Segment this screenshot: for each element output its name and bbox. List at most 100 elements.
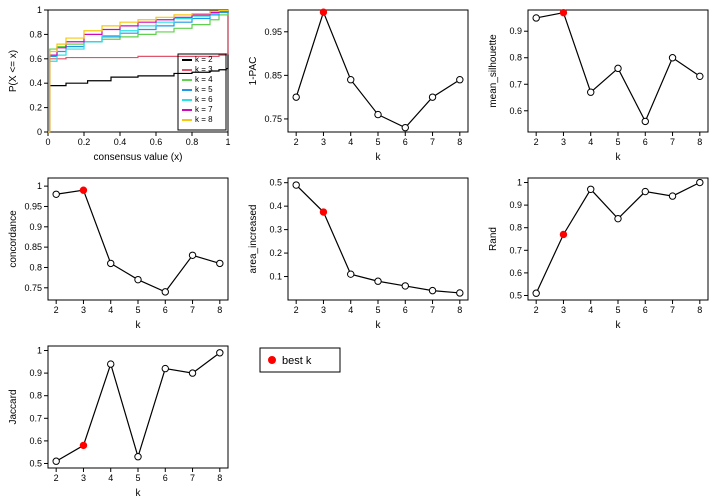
svg-text:consensus value (x): consensus value (x)	[94, 152, 183, 163]
svg-text:1: 1	[37, 181, 42, 191]
svg-text:2: 2	[534, 137, 539, 147]
svg-text:1-PAC: 1-PAC	[248, 57, 259, 86]
jaccard-panel: 23456780.50.60.70.80.91kJaccard	[0, 336, 240, 504]
silhouette-panel: 2 3 4 5 6 7 8 0.6 0.7 0.8 0.9 k mean_silhouette	[480, 0, 720, 168]
svg-text:Rand: Rand	[488, 227, 499, 251]
svg-text:0.5: 0.5	[29, 458, 42, 468]
svg-text:5: 5	[615, 137, 620, 147]
svg-text:k: k	[136, 320, 142, 331]
svg-text:5: 5	[375, 137, 380, 147]
svg-text:mean_silhouette: mean_silhouette	[488, 34, 499, 108]
svg-text:3: 3	[321, 137, 326, 147]
svg-text:2: 2	[294, 305, 299, 315]
svg-text:0.8: 0.8	[29, 262, 42, 272]
svg-text:7: 7	[190, 473, 195, 483]
svg-text:3: 3	[561, 305, 566, 315]
svg-text:0.8: 0.8	[29, 391, 42, 401]
svg-text:7: 7	[430, 137, 435, 147]
svg-text:concordance: concordance	[8, 210, 19, 268]
svg-text:k = 3: k = 3	[195, 65, 213, 74]
svg-text:8: 8	[217, 305, 222, 315]
svg-text:area_increased: area_increased	[248, 205, 259, 274]
svg-text:4: 4	[588, 137, 593, 147]
svg-text:0.95: 0.95	[24, 201, 42, 211]
svg-text:8: 8	[697, 137, 702, 147]
svg-text:5: 5	[135, 305, 140, 315]
svg-text:0.9: 0.9	[509, 200, 522, 210]
svg-text:0.1: 0.1	[269, 272, 282, 282]
svg-text:0.4: 0.4	[114, 137, 127, 147]
svg-text:7: 7	[670, 137, 675, 147]
svg-text:0.6: 0.6	[29, 436, 42, 446]
svg-text:0.9: 0.9	[509, 26, 522, 36]
svg-text:2: 2	[54, 473, 59, 483]
panel-grid: 0 0.2 0.4 0.6 0.8 1 0 0.2 0.4 0.6 0.8 1 consensus va…	[0, 0, 720, 504]
svg-text:0: 0	[37, 127, 42, 137]
ecdf-panel: 00.20.40.60.8100.20.40.60.81consensus va…	[0, 0, 240, 168]
svg-text:7: 7	[670, 305, 675, 315]
svg-text:0.8: 0.8	[186, 137, 199, 147]
svg-text:2: 2	[534, 305, 539, 315]
svg-text:3: 3	[81, 473, 86, 483]
svg-text:1: 1	[225, 137, 230, 147]
svg-text:0.9: 0.9	[29, 222, 42, 232]
svg-text:8: 8	[457, 137, 462, 147]
svg-text:0.5: 0.5	[509, 290, 522, 300]
svg-text:4: 4	[108, 305, 113, 315]
svg-text:P(X <= x): P(X <= x)	[8, 50, 19, 92]
svg-text:k: k	[136, 488, 142, 499]
svg-text:4: 4	[108, 473, 113, 483]
svg-text:8: 8	[457, 305, 462, 315]
svg-text:1: 1	[37, 5, 42, 15]
pac-panel: 23456780.750.850.95k1-PAC	[240, 0, 480, 168]
svg-text:0.8: 0.8	[509, 223, 522, 233]
svg-text:6: 6	[643, 137, 648, 147]
svg-text:0.2: 0.2	[78, 137, 91, 147]
svg-text:Jaccard: Jaccard	[8, 389, 19, 424]
svg-text:0.6: 0.6	[29, 54, 42, 64]
svg-text:7: 7	[190, 305, 195, 315]
svg-text:0.9: 0.9	[29, 368, 42, 378]
svg-text:0.2: 0.2	[29, 103, 42, 113]
svg-text:4: 4	[348, 305, 353, 315]
svg-text:7: 7	[430, 305, 435, 315]
svg-text:k = 4: k = 4	[195, 75, 213, 84]
svg-text:k = 5: k = 5	[195, 85, 213, 94]
svg-text:0.85: 0.85	[24, 242, 42, 252]
svg-text:8: 8	[697, 305, 702, 315]
svg-text:5: 5	[375, 305, 380, 315]
svg-text:0.4: 0.4	[269, 201, 282, 211]
svg-text:k = 6: k = 6	[195, 95, 213, 104]
svg-text:4: 4	[348, 137, 353, 147]
svg-text:6: 6	[403, 305, 408, 315]
best-k-legend-panel: best k	[240, 336, 480, 504]
svg-text:6: 6	[403, 137, 408, 147]
svg-text:5: 5	[615, 305, 620, 315]
svg-text:k: k	[616, 320, 622, 331]
svg-text:2: 2	[54, 305, 59, 315]
svg-text:0.6: 0.6	[509, 106, 522, 116]
svg-text:2: 2	[294, 137, 299, 147]
svg-text:0: 0	[45, 137, 50, 147]
svg-text:3: 3	[561, 137, 566, 147]
svg-text:3: 3	[321, 305, 326, 315]
svg-text:0.8: 0.8	[509, 53, 522, 63]
svg-text:1: 1	[37, 346, 42, 356]
svg-text:6: 6	[163, 473, 168, 483]
svg-text:0.75: 0.75	[24, 283, 42, 293]
svg-text:0.3: 0.3	[269, 225, 282, 235]
svg-text:k = 8: k = 8	[195, 115, 213, 124]
empty-panel	[480, 336, 720, 504]
svg-text:0.5: 0.5	[269, 178, 282, 188]
svg-text:6: 6	[643, 305, 648, 315]
svg-text:k = 7: k = 7	[195, 105, 213, 114]
svg-text:0.7: 0.7	[509, 79, 522, 89]
svg-text:0.6: 0.6	[150, 137, 163, 147]
svg-text:0.85: 0.85	[264, 70, 282, 80]
svg-text:k: k	[616, 152, 622, 163]
svg-text:best k: best k	[282, 355, 312, 367]
rand-panel: 23456780.50.60.70.80.91kRand	[480, 168, 720, 336]
svg-text:6: 6	[163, 305, 168, 315]
svg-text:k: k	[376, 152, 382, 163]
svg-text:4: 4	[588, 305, 593, 315]
